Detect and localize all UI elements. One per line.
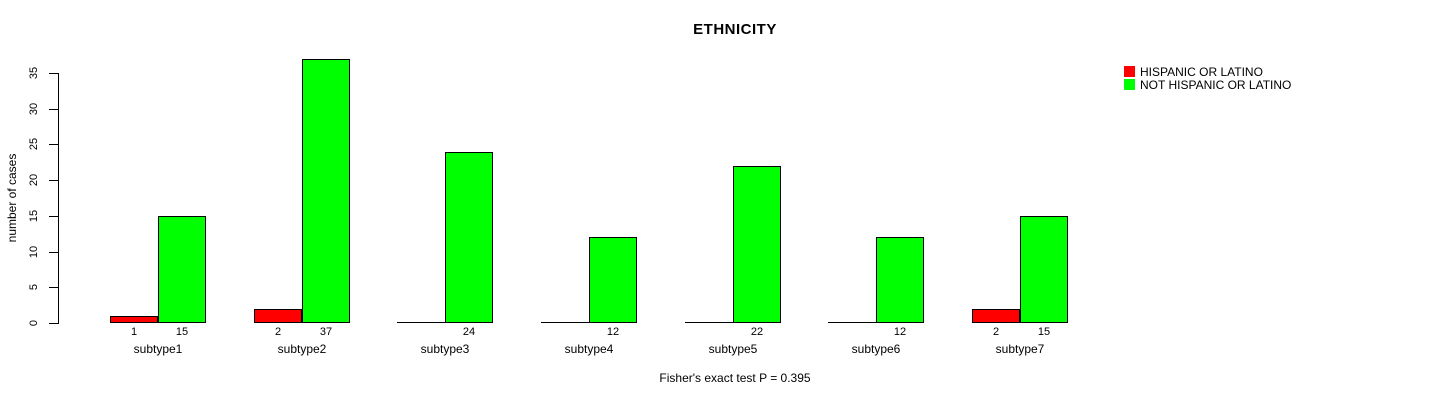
bar-not-hispanic-subtype2 — [302, 59, 350, 323]
y-tick-mark — [49, 180, 58, 181]
y-axis-label: number of cases — [5, 153, 19, 243]
bar-value-not-hispanic-subtype1: 15 — [175, 326, 189, 338]
bar-zero-hispanic-subtype5 — [685, 322, 733, 323]
category-label-subtype7: subtype7 — [995, 342, 1045, 356]
legend-item: NOT HISPANIC OR LATINO — [1124, 77, 1292, 92]
legend-swatch-icon — [1124, 66, 1135, 77]
bar-not-hispanic-subtype4 — [589, 237, 637, 323]
y-tick-label: 30 — [28, 102, 40, 116]
y-tick-label: 5 — [28, 283, 40, 291]
y-tick-mark — [49, 73, 58, 74]
y-tick-label: 20 — [28, 173, 40, 187]
category-label-subtype2: subtype2 — [277, 342, 327, 356]
legend-label: NOT HISPANIC OR LATINO — [1140, 77, 1292, 92]
bar-not-hispanic-subtype5 — [733, 166, 781, 323]
bar-not-hispanic-subtype6 — [876, 237, 924, 323]
chart-title: ETHNICITY — [693, 21, 777, 38]
category-label-subtype1: subtype1 — [133, 342, 183, 356]
bar-not-hispanic-subtype7 — [1020, 216, 1068, 323]
y-tick-label: 35 — [28, 66, 40, 80]
legend: HISPANIC OR LATINO NOT HISPANIC OR LATINO — [1124, 64, 1292, 92]
y-tick-mark — [49, 287, 58, 288]
category-label-subtype3: subtype3 — [420, 342, 470, 356]
legend-swatch-icon — [1124, 79, 1135, 90]
y-tick-mark — [49, 252, 58, 253]
bar-value-hispanic-subtype7: 2 — [992, 326, 1000, 338]
y-tick-label: 0 — [28, 319, 40, 327]
bar-not-hispanic-subtype1 — [158, 216, 206, 323]
bar-zero-hispanic-subtype4 — [541, 322, 589, 323]
y-tick-label: 25 — [28, 137, 40, 151]
category-label-subtype4: subtype4 — [564, 342, 614, 356]
bar-zero-hispanic-subtype6 — [828, 322, 876, 323]
bar-value-not-hispanic-subtype6: 12 — [893, 326, 907, 338]
y-tick-mark — [49, 323, 58, 324]
bar-value-not-hispanic-subtype4: 12 — [606, 326, 620, 338]
y-tick-label: 10 — [28, 245, 40, 259]
bar-hispanic-subtype2 — [254, 309, 302, 323]
bar-value-hispanic-subtype2: 2 — [274, 326, 282, 338]
y-tick-label: 15 — [28, 209, 40, 223]
y-axis-line — [58, 73, 59, 324]
bar-value-hispanic-subtype1: 1 — [130, 326, 138, 338]
legend-label: HISPANIC OR LATINO — [1140, 64, 1263, 79]
y-tick-mark — [49, 216, 58, 217]
bar-value-not-hispanic-subtype3: 24 — [462, 326, 476, 338]
footnote: Fisher's exact test P = 0.395 — [659, 371, 811, 385]
bar-hispanic-subtype1 — [110, 316, 158, 323]
y-tick-mark — [49, 144, 58, 145]
bar-not-hispanic-subtype3 — [445, 152, 493, 323]
bar-value-not-hispanic-subtype5: 22 — [750, 326, 764, 338]
category-label-subtype5: subtype5 — [708, 342, 758, 356]
bar-value-not-hispanic-subtype7: 15 — [1037, 326, 1051, 338]
legend-item: HISPANIC OR LATINO — [1124, 64, 1291, 79]
bar-hispanic-subtype7 — [972, 309, 1020, 323]
bar-zero-hispanic-subtype3 — [397, 322, 445, 323]
y-tick-mark — [49, 109, 58, 110]
category-label-subtype6: subtype6 — [851, 342, 901, 356]
bar-value-not-hispanic-subtype2: 37 — [319, 326, 333, 338]
